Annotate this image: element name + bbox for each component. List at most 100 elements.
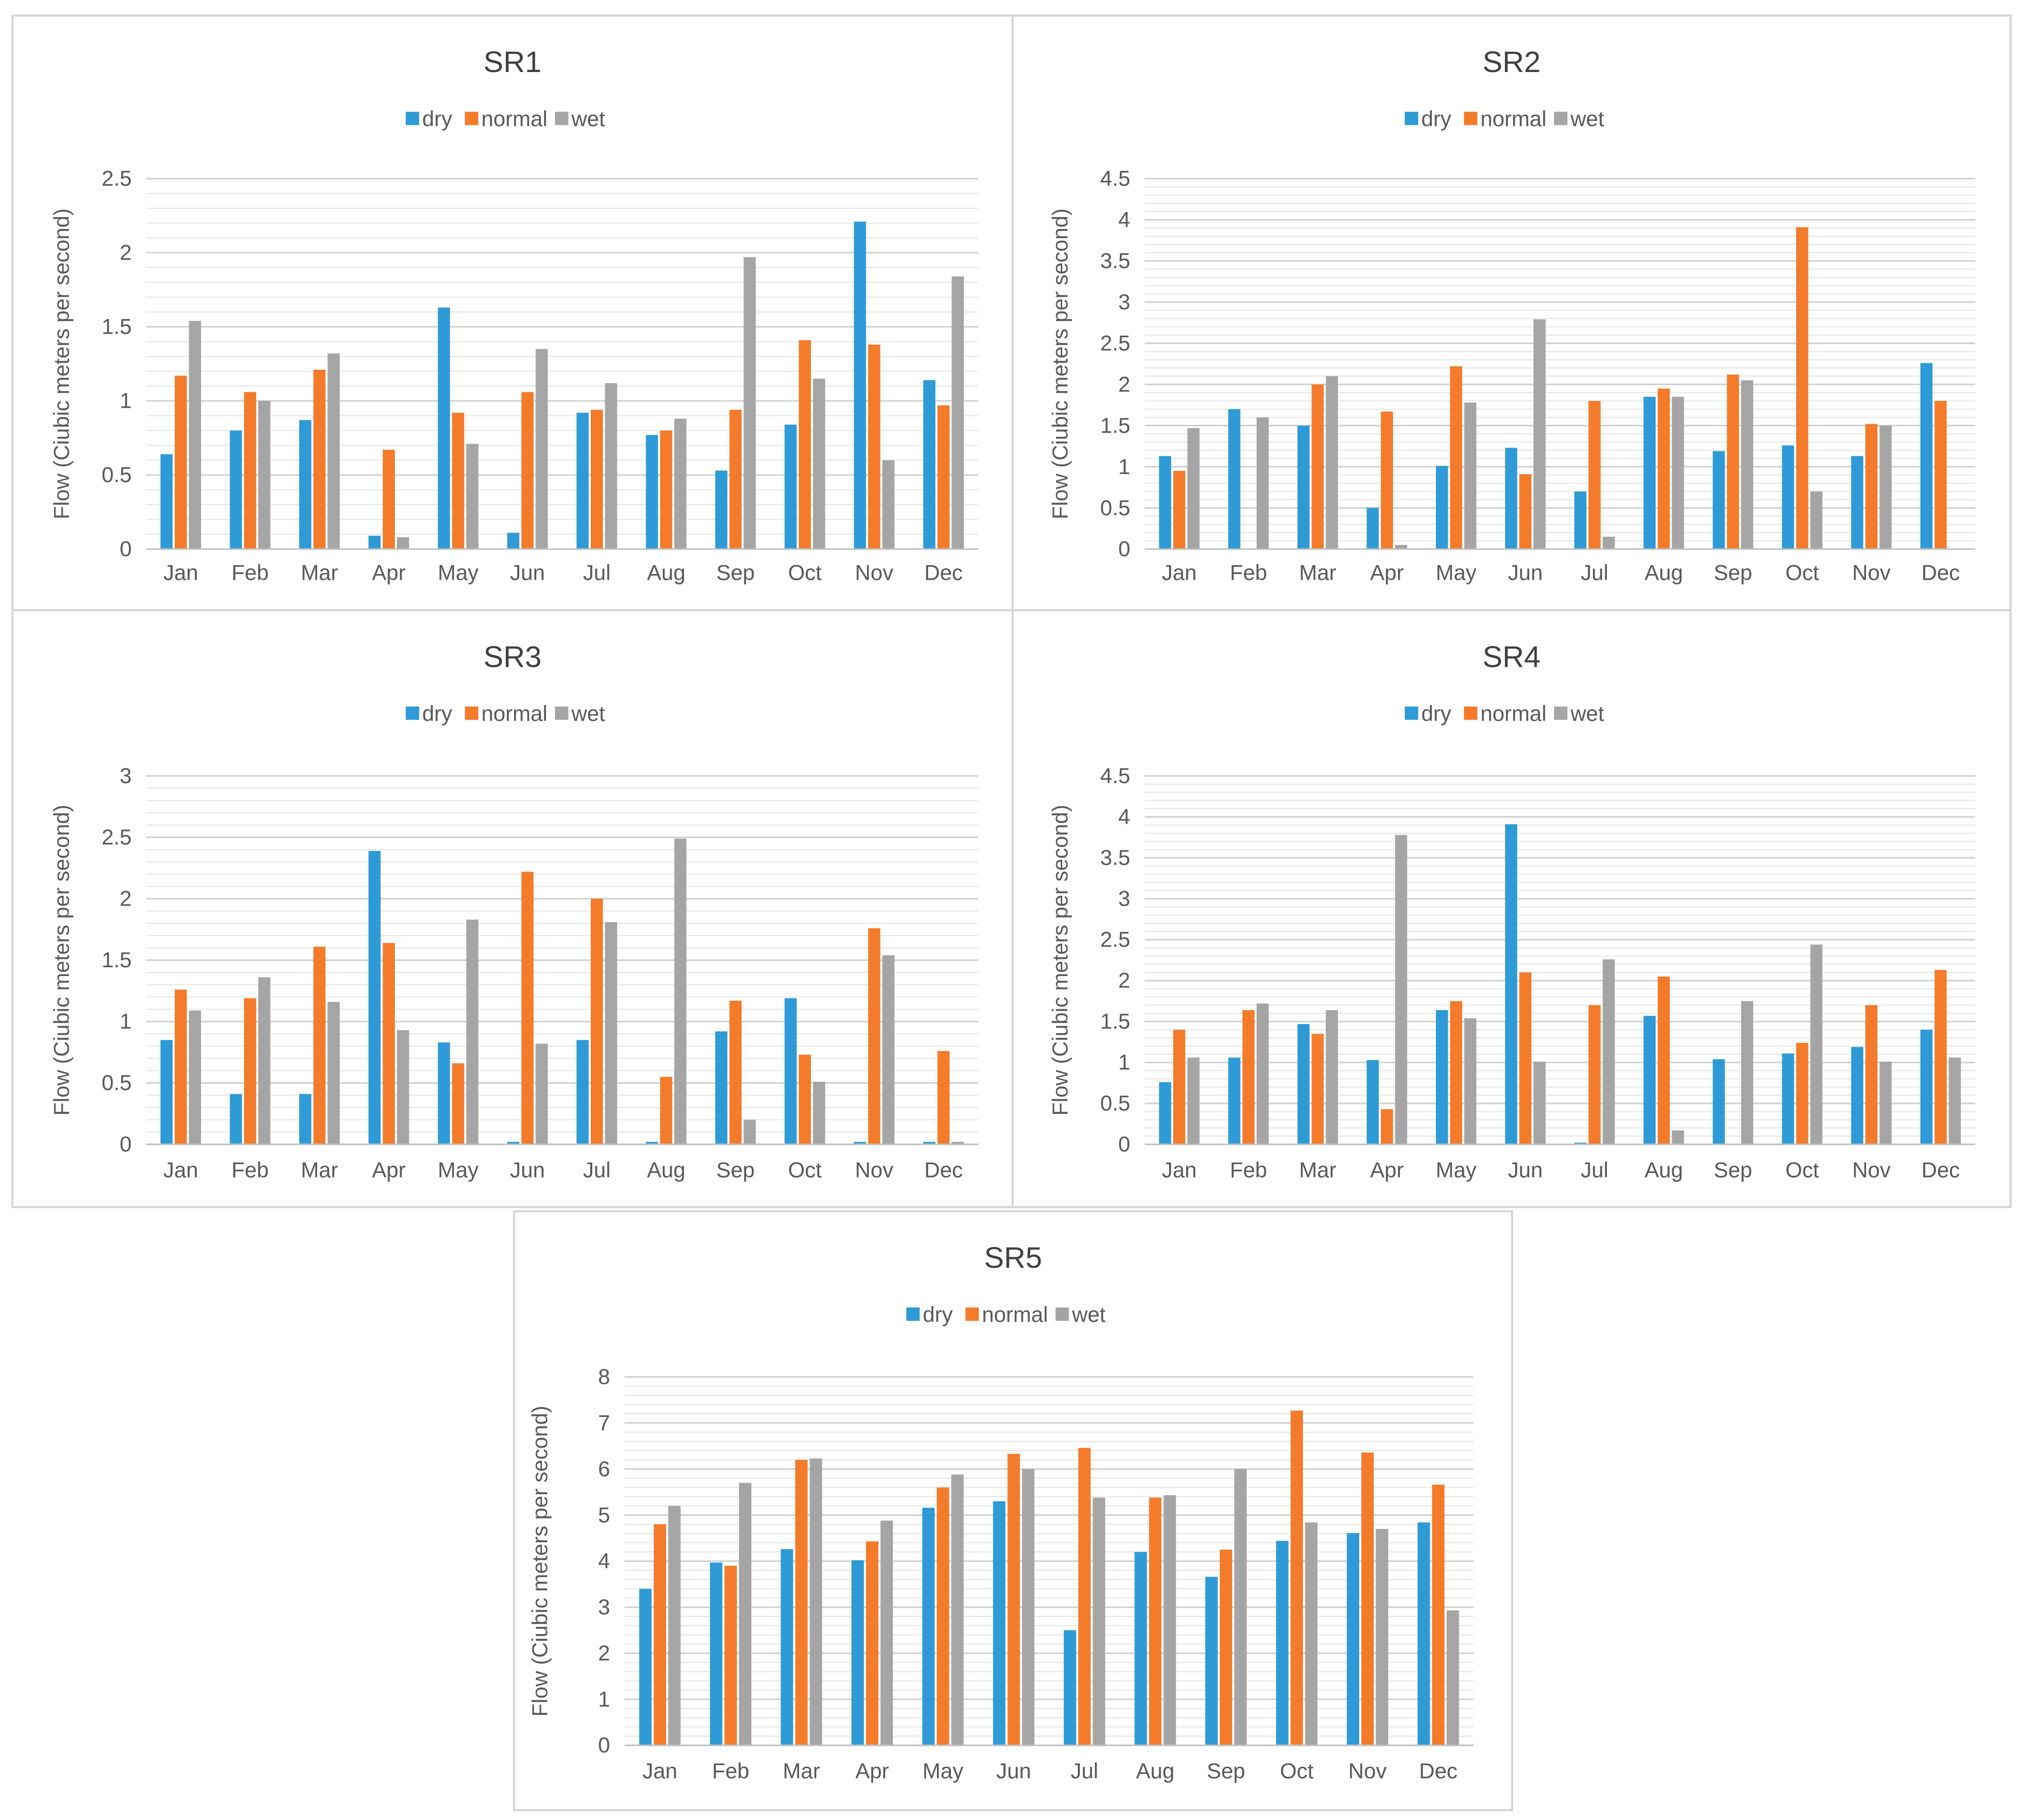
x-tick-label: Aug [647,1157,685,1182]
bar-dry-may [437,1042,450,1144]
y-tick-label: 4.5 [1100,166,1130,191]
x-tick-label: Feb [232,1157,269,1182]
x-tick-label: Jul [1580,1157,1608,1182]
y-tick-label: 5 [598,1502,610,1527]
legend-item-normal: normal [465,107,547,131]
bar-dry-oct [785,998,797,1144]
y-axis-label: Flow (Ciubic meters per second) [49,805,74,1115]
y-tick-label: 1 [120,1009,132,1034]
chart-svg-sr4: SR4 dry normal wet 0 0.5 1 1.5 2 2.5 3 3.5 4 4.5 Flow … [1048,640,1975,1182]
bar-wet-may [1464,1018,1477,1144]
bar-dry-apr [851,1560,864,1745]
x-tick-label: Jun [1508,1157,1543,1182]
y-tick-label: 1.5 [102,948,132,972]
y-tick-label: 1 [598,1687,610,1711]
bar-wet-nov [1879,1062,1892,1144]
bar-wet-sep [1741,1001,1754,1144]
bar-dry-apr [368,851,381,1144]
bar-normal-jul [591,898,603,1144]
x-tick-label: Jun [510,560,545,584]
y-tick-label: 0 [598,1733,610,1757]
legend-swatch-normal [965,1307,979,1321]
bar-dry-may [922,1508,935,1745]
legend-item-wet: wet [1055,1302,1106,1327]
bar-normal-jan [653,1524,666,1745]
bar-normal-mar [1312,384,1324,549]
bar-normal-may [1450,366,1462,549]
x-tick-label: Sep [716,560,754,584]
bar-dry-oct [1782,1053,1795,1144]
x-tick-label: Oct [1280,1758,1314,1783]
legend-item-normal: normal [1464,701,1546,726]
bar-normal-apr [382,943,395,1144]
bar-wet-nov [1879,425,1892,549]
bar-wet-dec [1948,1057,1961,1144]
x-tick-label: Oct [1785,560,1819,584]
bar-wet-sep [1234,1469,1247,1745]
bar-dry-jan [160,1040,173,1144]
bar-normal-mar [1312,1034,1324,1144]
bar-normal-aug [1658,976,1670,1144]
x-tick-label: Sep [1714,1157,1752,1182]
bar-dry-jan [160,454,173,549]
bar-wet-apr [880,1521,893,1745]
bar-dry-nov [1851,456,1863,549]
bar-dry-may [1435,1010,1448,1144]
bar-dry-jun [993,1501,1006,1745]
bar-dry-jun [1505,824,1517,1144]
bar-normal-jan [175,990,187,1144]
bar-normal-dec [1934,970,1947,1144]
y-tick-label: 4 [1118,207,1130,232]
x-tick-label: Aug [1645,1157,1683,1182]
y-tick-label: 0 [120,537,132,561]
bar-normal-dec [1432,1484,1445,1745]
bar-wet-jul [1092,1497,1105,1745]
gridlines [146,178,978,535]
bar-wet-oct [813,1081,825,1144]
x-tick-label: May [438,560,479,584]
bar-normal-may [936,1487,949,1745]
legend-swatch-dry [1404,706,1418,720]
bar-normal-mar [795,1459,808,1745]
x-tick-label: Apr [1370,1157,1404,1182]
x-tick-label: Feb [712,1758,749,1783]
chart-panel-sr2: SR2 dry normal wet 0 0.5 1 1.5 2 2.5 3 3.5 4 4.5 Flow … [1012,15,2012,611]
bar-dry-feb [710,1562,722,1745]
bar-wet-aug [674,419,687,549]
bar-wet-dec [951,276,964,549]
legend-item-dry: dry [906,1302,953,1327]
legend-item-normal: normal [465,701,547,726]
x-tick-label: Jan [1162,560,1197,584]
legend-swatch-wet [554,706,568,720]
bar-normal-apr [866,1541,879,1745]
bar-dry-jun [1505,448,1517,549]
x-tick-label: Jan [643,1758,677,1783]
bar-dry-oct [785,424,797,549]
y-tick-label: 7 [598,1411,610,1435]
bar-wet-jul [1602,536,1615,549]
bar-normal-nov [1865,424,1878,549]
bar-dry-nov [853,1142,866,1144]
legend-item-wet: wet [554,107,605,131]
bar-normal-jul [1588,1005,1601,1144]
legend-label-dry: dry [1421,107,1451,131]
bar-wet-apr [1395,544,1407,549]
legend-swatch-wet [1554,111,1568,125]
legend-label-wet: wet [1570,701,1604,726]
y-tick-label: 3 [1118,290,1130,314]
x-tick-label: Oct [788,560,822,584]
bar-dry-apr [1366,508,1379,549]
bar-normal-aug [660,431,673,549]
chart-panel-sr5: SR5 dry normal wet 0 1 2 3 4 5 6 7 8 Flow (Ciubic met… [513,1210,1513,1811]
bar-wet-mar [327,1001,340,1144]
legend-item-dry: dry [405,107,452,131]
y-tick-label: 1.5 [102,314,132,339]
bar-normal-oct [1290,1410,1303,1745]
x-tick-label: Dec [924,560,963,584]
chart-panel-sr1: SR1 dry normal wet 0 0.5 1 1.5 2 2.5 Flow (Ciubic … [11,15,1014,611]
x-axis-ticks: Jan Feb Mar Apr May Jun Jul Aug Sep Oct Nov Dec [1162,1157,1960,1182]
bar-normal-jun [521,871,534,1144]
bar-wet-apr [397,537,409,549]
bars [160,221,964,549]
bar-wet-apr [397,1030,409,1144]
